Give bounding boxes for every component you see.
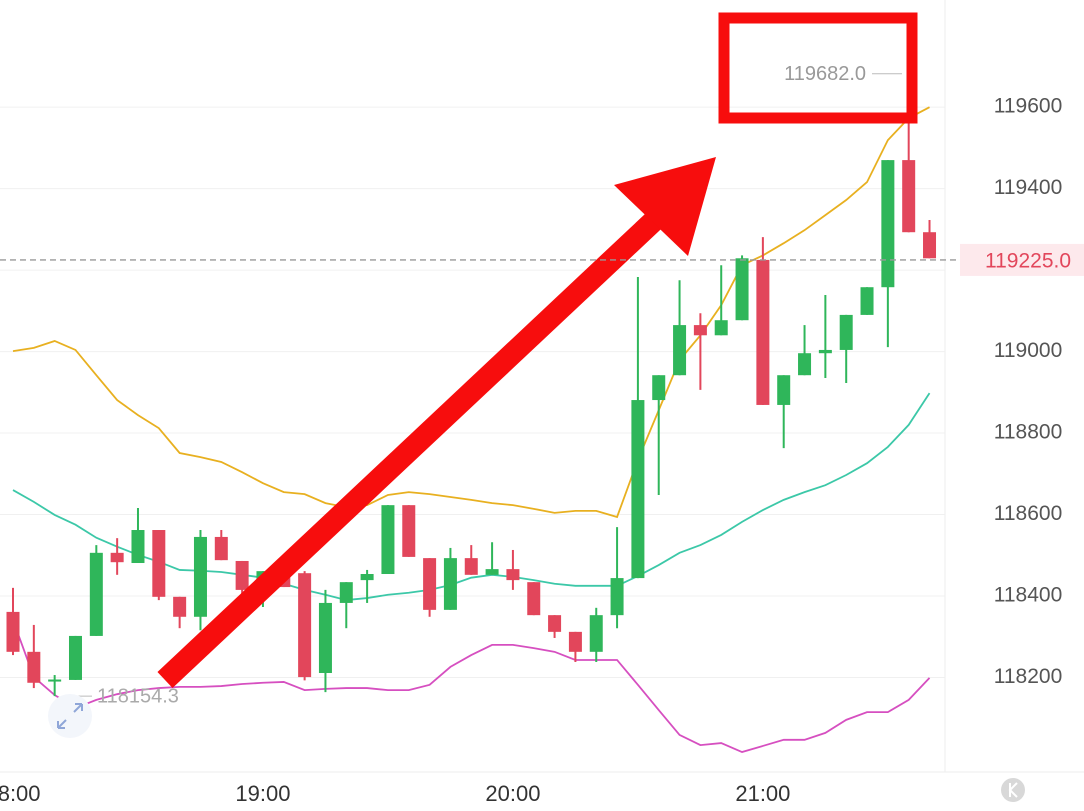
candle-body [27, 651, 41, 683]
candle-body [131, 530, 145, 564]
candle-body [631, 400, 645, 579]
candle-body [48, 679, 62, 682]
candle-body [860, 287, 874, 315]
candle-body [798, 353, 812, 376]
candle-body [610, 578, 624, 616]
candle-body [235, 560, 249, 590]
candle-body [839, 314, 853, 350]
candle-body [152, 530, 166, 597]
candle-body [443, 558, 457, 610]
candle-body [360, 574, 374, 581]
candle-body [923, 232, 937, 259]
arrow-shaft [157, 206, 668, 689]
candle-body [777, 375, 791, 405]
candle-body [464, 558, 478, 575]
candle-body [714, 320, 728, 336]
icon-glyph [1008, 782, 1018, 798]
candle-body [68, 635, 82, 680]
highlight-box [718, 12, 918, 124]
candle-body [506, 569, 520, 581]
candle-body [527, 582, 541, 616]
candle-body [6, 611, 20, 652]
last-price-bg [960, 243, 1084, 276]
y-tick-label: 119000 [994, 339, 1063, 362]
x-tick-label: 19:00 [235, 781, 290, 806]
icon-glyph [57, 703, 83, 729]
candle-body [173, 596, 187, 617]
kline-icon[interactable] [1001, 778, 1025, 802]
y-tick-label: 118400 [994, 584, 1063, 607]
candle-body [548, 615, 562, 632]
indicator-line [12, 106, 930, 519]
candle-body [381, 505, 395, 575]
indicator-lines [12, 106, 931, 753]
candle-body [402, 505, 416, 557]
trend-arrow [157, 157, 716, 689]
y-tick-label: 118800 [994, 421, 1063, 444]
candle-body [214, 536, 228, 561]
candle-body [589, 615, 603, 652]
candle-body [339, 582, 353, 603]
candle-body [902, 160, 916, 233]
x-tick-label: 18:00 [0, 781, 41, 806]
x-tick-label: 20:00 [485, 781, 540, 806]
x-tick-label: 21:00 [735, 781, 790, 806]
icon-bg [48, 694, 92, 738]
y-tick-label: 118600 [994, 502, 1063, 525]
candle-body [693, 325, 707, 336]
candle-body [735, 258, 749, 321]
reset-icon[interactable] [48, 694, 92, 738]
candle-body [423, 558, 437, 610]
candle-body [298, 573, 312, 678]
candle-body [881, 160, 895, 288]
candle-body [193, 536, 207, 617]
last-price-label: 119225.0 [985, 249, 1071, 272]
indicator-line [12, 392, 931, 601]
candle-body [568, 631, 582, 652]
markers: 119225.0 119682.0 118154.3 [0, 63, 1084, 707]
indicator-line [12, 619, 931, 753]
y-tick-label: 119400 [994, 176, 1063, 199]
candles [6, 73, 937, 697]
candle-body [89, 552, 103, 636]
candle-body [318, 602, 332, 674]
y-tick-label: 118200 [994, 665, 1063, 688]
candle-body [485, 569, 499, 575]
candle-body [652, 375, 666, 401]
candle-body [756, 259, 770, 405]
candle-body [818, 349, 832, 354]
max-marker-label: 119682.0 [784, 63, 866, 85]
icon-bg [1001, 778, 1025, 802]
candle-body [673, 325, 687, 376]
y-tick-label: 119600 [994, 95, 1063, 118]
labels: 1182001184001186001188001190001192001194… [0, 95, 1062, 806]
min-marker-label: 118154.3 [97, 685, 179, 707]
arrow-head [614, 157, 716, 256]
candle-body [110, 552, 124, 563]
